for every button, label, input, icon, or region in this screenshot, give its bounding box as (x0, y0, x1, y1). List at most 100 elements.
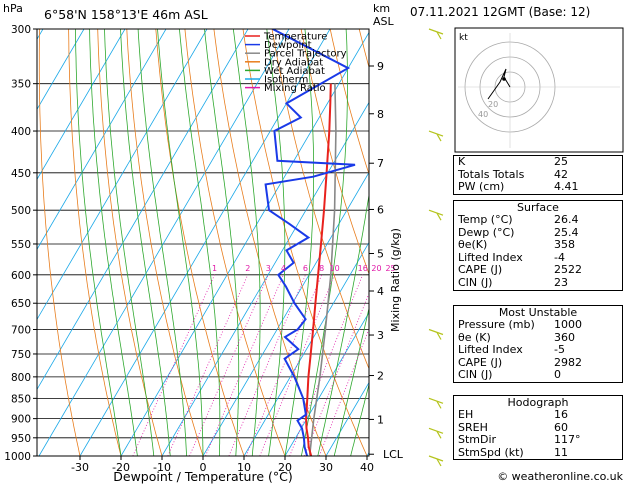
hodograph-unit: kt (459, 33, 468, 43)
wind-barb-flag (436, 431, 442, 439)
row-value: 60 (554, 420, 568, 434)
mixing-ratio-label: 1 (212, 264, 217, 273)
pressure-unit-label: hPa (3, 2, 23, 15)
dry-adiabat-line (126, 29, 204, 456)
mixing-ratio-label: 6 (303, 264, 308, 273)
isotherm-line (79, 29, 331, 456)
isotherm-line (325, 381, 369, 456)
hodograph-panel: Hodograph EH 16 SREH 60 StmDir 117° StmSpd (kt… (453, 395, 623, 461)
row-label: StmSpd (kt) (458, 445, 524, 459)
table-row: SREH 60 (454, 420, 622, 435)
row-label: EH (458, 408, 474, 421)
row-label: Pressure (mb) (458, 318, 535, 331)
pressure-axis: 300 350 400 450 500 550 600 650 700 750 800 850 900 9… (4, 24, 37, 463)
mixing-ratio-label: 25 (385, 264, 395, 273)
height-tick-label: 6 (377, 203, 384, 216)
legend-label: Wet Adiabat (264, 66, 325, 77)
temperature-tick-label: 30 (319, 461, 333, 474)
pressure-tick-label: 900 (11, 414, 31, 426)
table-row: EH 16 (454, 408, 622, 422)
row-value: 25 (554, 155, 568, 168)
row-value: 26.4 (554, 213, 579, 226)
wind-barb (428, 28, 444, 35)
row-label: Lifted Index (458, 250, 523, 264)
temperature-line (305, 83, 332, 456)
temperature-axis: -30 -20 -10 0 10 20 30 40 (71, 456, 374, 474)
surface-panel: Surface Temp (°C) 26.4 Dewp (°C) 25.4 θe(K) 3… (453, 200, 623, 291)
dry-adiabat-line (213, 29, 327, 456)
background-lines (37, 29, 369, 456)
dry-adiabat-line (97, 29, 163, 456)
pressure-tick-label: 600 (11, 270, 31, 282)
legend-label: Mixing Ratio (264, 83, 326, 94)
height-tick-label: 3 (377, 329, 384, 342)
row-label: CAPE (J) (458, 355, 503, 369)
hodograph-ring-label: 40 (478, 110, 488, 119)
storm-motion-marker (502, 77, 506, 81)
isotherm-line (38, 29, 290, 456)
wet-adiabat-line (137, 29, 187, 456)
mixing-ratio-axis-label: Mixing Ratio (g/kg) (389, 228, 402, 332)
dry-adiabat-line (68, 29, 122, 456)
row-label: θe (K) (458, 330, 491, 344)
profiles (264, 29, 356, 456)
dry-adiabat-line (38, 29, 81, 456)
isotherm-line (37, 29, 126, 181)
wet-adiabat-line (75, 29, 122, 456)
mixing-ratio-label: 4 (281, 264, 286, 273)
table-row: θe(K) 358 (454, 239, 622, 252)
mixing-ratio-label: 8 (319, 264, 324, 273)
pressure-tick-label: 800 (11, 372, 31, 384)
temperature-tick-label: 10 (237, 461, 251, 474)
mixing-ratio-label: 16 (358, 264, 368, 273)
indices-panel: K 25 Totals Totals 42 PW (cm) 4.41 (453, 155, 623, 195)
wet-adiabat-line (284, 29, 315, 456)
wind-barb (428, 427, 444, 434)
parcel-trajectory-line (308, 83, 337, 456)
table-row: CAPE (J) 2522 (454, 264, 622, 277)
table-row: CIN (J) 23 (454, 275, 622, 290)
row-label: CIN (J) (458, 275, 493, 289)
wet-adiabat-line (157, 29, 204, 456)
temperature-tick-label: 0 (200, 461, 207, 474)
temperature-tick-label: 40 (360, 461, 374, 474)
datetime-title: 07.11.2021 12GMT (Base: 12) (410, 5, 591, 19)
pressure-tick-label: 450 (11, 168, 31, 180)
mixing-ratio-line (228, 274, 306, 456)
row-value: -5 (554, 343, 565, 357)
mixing-ratio-line (189, 274, 269, 456)
dry-adiabat-line (184, 29, 286, 456)
row-label: Totals Totals (458, 167, 525, 181)
x-axis-label: Dewpoint / Temperature (°C) (113, 469, 292, 484)
mixing-ratio-label: 2 (245, 264, 250, 273)
most-unstable-panel: Most Unstable Pressure (mb) 1000 θe (K) 360… (453, 305, 623, 383)
row-value: 42 (554, 167, 568, 181)
wind-barb (428, 328, 444, 336)
temperature-tick-label: -20 (112, 461, 130, 474)
table-row: CAPE (J) 2982 (454, 355, 622, 370)
row-value: 1000 (554, 318, 582, 331)
legend-label: Dewpoint (264, 40, 312, 51)
isotherm-line (202, 171, 369, 456)
table-row: Dewp (°C) 25.4 (454, 225, 622, 240)
wind-barb (428, 397, 444, 404)
isotherm-line (243, 241, 369, 456)
wind-barb-flag (436, 401, 442, 409)
height-tick-label: 2 (377, 370, 384, 383)
pressure-tick-label: 550 (11, 239, 31, 251)
wind-barb-flag (436, 133, 442, 142)
dry-adiabat-line (155, 29, 245, 456)
legend-label: Parcel Trajectory (264, 49, 347, 60)
wet-adiabat-line (104, 29, 155, 456)
wind-barb-flag (436, 31, 442, 40)
most-unstable-title: Most Unstable (454, 305, 622, 319)
row-value: 2982 (554, 355, 582, 369)
dry-adiabat-line (271, 29, 369, 370)
table-row: StmSpd (kt) 11 (454, 445, 622, 460)
wind-barb (428, 455, 444, 462)
height-axis: 9 8 7 6 5 4 3 2 1 LCL (369, 60, 404, 461)
mixing-ratio-line (167, 274, 249, 456)
row-label: θe(K) (458, 238, 488, 252)
row-value: 25.4 (554, 225, 579, 239)
